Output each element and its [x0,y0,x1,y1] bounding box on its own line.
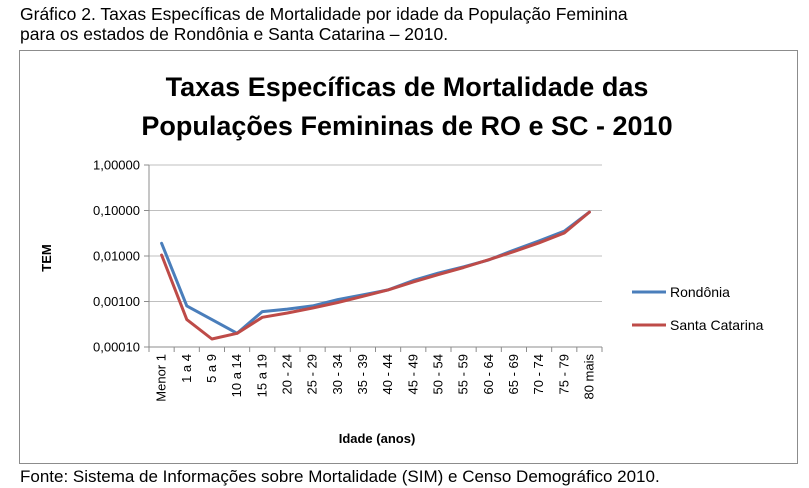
x-tick-label: 70 - 74 [531,354,546,394]
x-tick-label: Menor 1 [154,354,169,402]
caption-line-2: para os estados de Rondônia e Santa Cata… [20,24,449,44]
x-tick-label: 40 - 44 [380,354,395,394]
legend: Rondônia Santa Catarina [632,284,764,333]
x-tick-label: 5 a 9 [204,354,219,383]
legend-label: Rondônia [670,284,730,300]
mortality-line-chart: Taxas Específicas de Mortalidade das Pop… [39,72,764,446]
axes [144,164,603,352]
chart-title-line-1: Taxas Específicas de Mortalidade das [166,72,649,102]
y-axis-label: TEM [39,244,54,271]
source-note: Fonte: Sistema de Informações sobre Mort… [20,467,660,486]
chart-frame: Taxas Específicas de Mortalidade das Pop… [19,50,798,464]
x-tick-label: 1 a 4 [179,354,194,383]
y-tick-label: 0,00010 [93,340,140,355]
y-tick-labels: 1,00000 0,10000 0,01000 0,00100 0,00010 [93,158,140,355]
x-tick-labels: Menor 1 1 a 4 5 a 9 10 a 14 15 a 19 20 - 24 25… [154,354,597,402]
x-tick-label: 55 - 59 [456,354,471,394]
x-tick-label: 80 mais [581,354,596,400]
x-tick-label: 45 - 49 [405,354,420,394]
x-tick-label: 35 - 39 [355,354,370,394]
series-line-santa-catarina [160,210,591,341]
x-tick-label: 15 a 19 [254,354,269,397]
y-tick-label: 1,00000 [93,158,140,173]
x-tick-label: 65 - 69 [506,354,521,394]
y-tick-label: 0,00100 [93,294,140,309]
series-lines [160,210,591,341]
x-axis-label: Idade (anos) [339,431,416,446]
figure-caption: Gráfico 2. Taxas Específicas de Mortalid… [20,4,800,44]
gridlines [149,164,602,302]
x-tick-label: 10 a 14 [229,354,244,397]
series-line-rondonia [160,210,591,335]
x-tick-label: 60 - 64 [481,354,496,394]
x-tick-label: 20 - 24 [279,354,294,394]
caption-line-1: Gráfico 2. Taxas Específicas de Mortalid… [20,4,628,24]
x-tick-label: 75 - 79 [556,354,571,394]
y-tick-label: 0,01000 [93,249,140,264]
y-tick-label: 0,10000 [93,203,140,218]
legend-label: Santa Catarina [670,317,764,333]
chart-title-line-2: Populações Femininas de RO e SC - 2010 [141,111,672,141]
x-tick-label: 25 - 29 [305,354,320,394]
x-tick-label: 30 - 34 [330,354,345,394]
x-tick-label: 50 - 54 [430,354,445,394]
